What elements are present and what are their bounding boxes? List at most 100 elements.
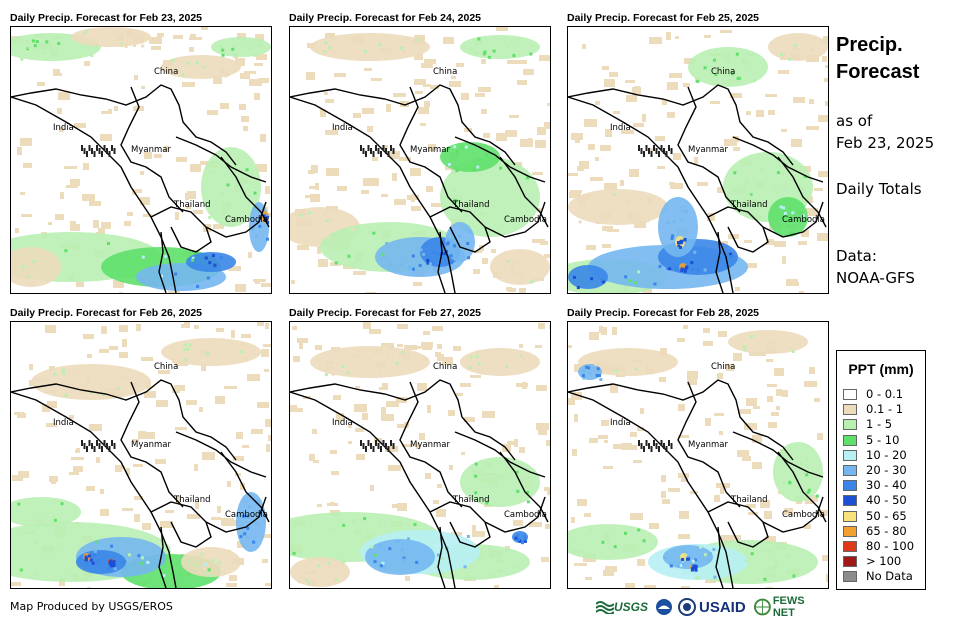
delta-marking	[653, 145, 655, 151]
precip-cell	[395, 539, 399, 543]
precip-cell	[364, 68, 372, 71]
country-border	[707, 206, 769, 253]
precip-cell	[407, 195, 419, 200]
precip-cell	[299, 343, 303, 349]
precip-cell	[440, 557, 444, 561]
precip-cell	[70, 224, 80, 231]
precip-cell	[127, 212, 133, 216]
precip-cell	[426, 258, 430, 262]
precip-cell	[825, 101, 828, 106]
precip-cell	[719, 431, 723, 435]
precip-cell	[100, 509, 109, 516]
precip-cell	[782, 206, 786, 210]
precip-cell	[683, 269, 687, 273]
precip-cell	[694, 568, 698, 572]
precip-cell	[419, 433, 425, 440]
country-border	[677, 86, 741, 213]
delta-marking	[113, 443, 116, 449]
fews-net-logo: FEWS NET	[754, 595, 826, 619]
precip-cell	[94, 540, 98, 544]
usgs-logo: USGS	[596, 596, 648, 618]
precip-cell	[355, 428, 364, 432]
delta-marking	[638, 145, 640, 151]
precip-cell	[686, 555, 690, 559]
precip-cell	[87, 354, 92, 358]
precip-area	[76, 550, 126, 574]
delta-marking	[665, 151, 668, 157]
precip-cell	[176, 496, 181, 503]
precip-cell	[413, 346, 421, 349]
precip-cell	[297, 338, 308, 343]
precip-cell	[194, 325, 199, 329]
precip-cell	[33, 44, 37, 48]
precip-cell	[193, 210, 203, 214]
precip-cell	[168, 291, 180, 293]
precip-cell	[660, 348, 667, 356]
precip-cell	[264, 217, 268, 221]
delta-marking	[380, 151, 382, 157]
precip-cell	[516, 38, 520, 42]
panel-title: Daily Precip. Forecast for Feb 26, 2025	[10, 307, 203, 319]
precip-cell	[709, 68, 713, 72]
precip-cell	[746, 263, 757, 268]
precip-cell	[720, 486, 724, 494]
precip-cell	[372, 231, 376, 235]
precip-cell	[257, 322, 264, 326]
precip-cell	[363, 322, 371, 329]
panel-title: Daily Precip. Forecast for Feb 24, 2025	[289, 12, 482, 24]
precip-cell	[231, 330, 235, 338]
delta-marking	[106, 148, 108, 154]
precip-cell	[529, 52, 533, 56]
fews-net-text: FEWS NET	[772, 595, 805, 619]
precip-cell	[568, 173, 578, 176]
precip-cell	[143, 432, 155, 439]
precip-cell	[679, 563, 683, 567]
precip-cell	[144, 152, 152, 159]
precip-cell	[573, 275, 577, 279]
precip-cell	[766, 587, 773, 588]
precip-cell	[424, 59, 436, 64]
precip-cell	[165, 256, 169, 260]
precip-cell	[89, 558, 93, 562]
precip-cell	[430, 261, 434, 265]
precip-cell	[379, 564, 383, 568]
country-label-myanmar: Myanmar	[688, 145, 728, 155]
precip-cell	[681, 476, 688, 482]
noaa-logo	[655, 596, 673, 618]
delta-marking	[101, 446, 103, 452]
precip-cell	[256, 219, 260, 223]
delta-marking	[670, 443, 673, 449]
precip-cell	[112, 563, 116, 567]
precip-cell	[29, 364, 33, 370]
precip-cell	[507, 441, 515, 445]
precip-cell	[415, 91, 423, 94]
country-border	[290, 391, 456, 588]
precip-cell	[750, 552, 754, 556]
precip-cell	[460, 146, 464, 150]
precip-cell	[299, 214, 303, 218]
precip-cell	[714, 73, 718, 77]
country-label-china: China	[433, 362, 457, 372]
precip-cell	[671, 234, 675, 238]
country-border	[290, 379, 516, 461]
precip-cell	[735, 287, 740, 291]
precip-cell	[325, 33, 335, 39]
precip-area	[460, 35, 540, 59]
precip-cell	[452, 188, 456, 192]
precip-cell	[232, 68, 236, 72]
precip-cell	[320, 109, 326, 117]
precip-cell	[791, 165, 795, 169]
precip-cell	[146, 560, 150, 564]
precip-cell	[677, 244, 681, 248]
precip-cell	[416, 38, 420, 42]
precip-cell	[66, 185, 78, 188]
precip-cell	[325, 99, 334, 103]
delta-marking	[640, 443, 643, 449]
precip-cell	[466, 534, 470, 538]
precip-cell	[313, 460, 319, 463]
precip-cell	[613, 207, 617, 211]
precip-cell	[134, 189, 142, 193]
precip-cell	[483, 133, 490, 138]
precip-cell	[472, 525, 476, 533]
country-border	[220, 451, 270, 523]
